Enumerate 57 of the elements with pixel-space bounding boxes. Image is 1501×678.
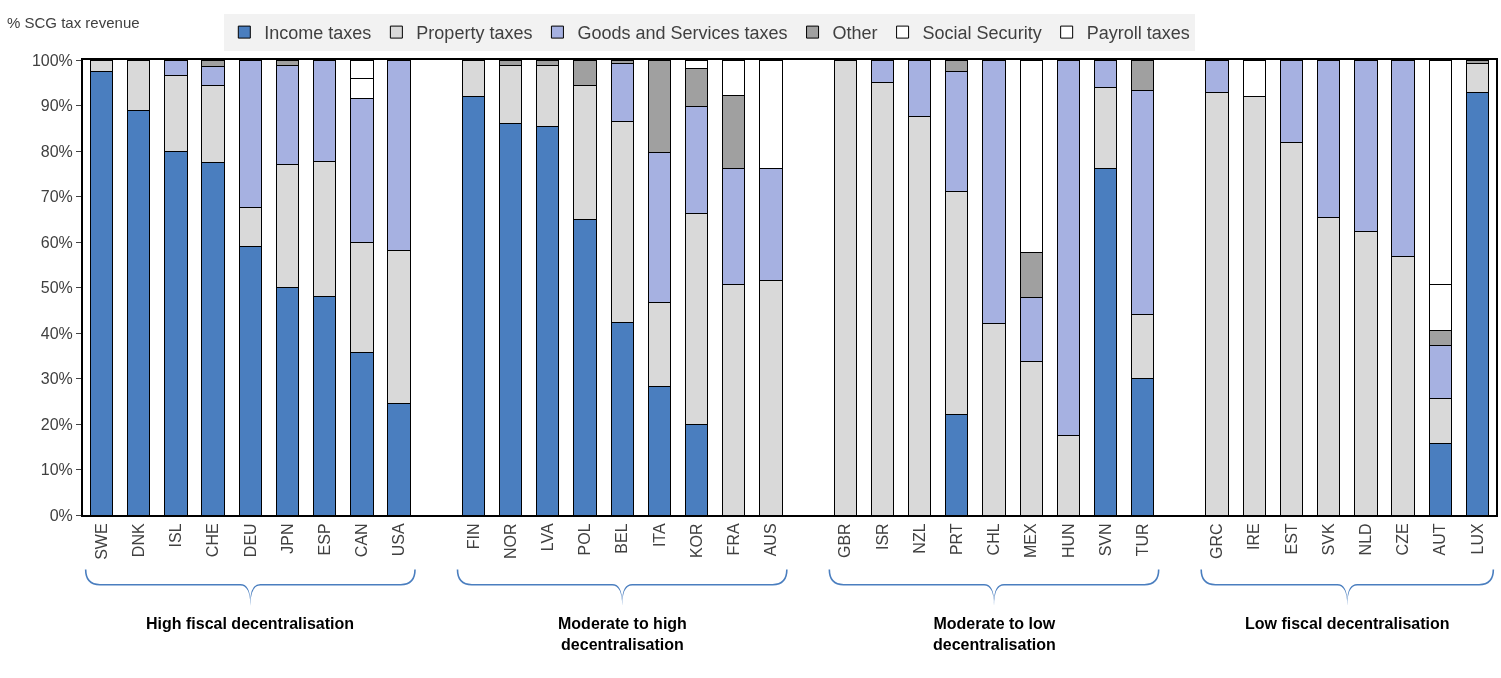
- x-tick-label: NLD: [1357, 523, 1375, 556]
- x-tick-label: AUS: [762, 523, 780, 557]
- x-tick-label: DNK: [129, 523, 147, 558]
- text: High fiscal decentralisation: [146, 615, 355, 632]
- text: Low fiscal decentralisation: [1245, 615, 1450, 632]
- x-tick-label: CAN: [353, 523, 371, 558]
- x-tick-label: KOR: [687, 523, 705, 559]
- x-tick-label: GBR: [836, 523, 854, 559]
- x-tick-label: HUN: [1059, 523, 1077, 559]
- x-tick-label: ITA: [650, 523, 668, 548]
- x-tick-label: TUR: [1133, 523, 1151, 557]
- y-tick-label: 50%: [40, 279, 73, 297]
- x-tick-label: FRA: [724, 523, 742, 556]
- x-tick-label: ISL: [167, 523, 185, 548]
- x-tick-label: LVA: [539, 523, 556, 552]
- x-tick-label: SVK: [1319, 523, 1337, 556]
- y-tick-label: 30%: [40, 370, 73, 388]
- legend-label: Payroll taxes: [1086, 23, 1190, 44]
- x-tick-label: SVN: [1096, 523, 1114, 557]
- y-tick-label: 100%: [31, 51, 73, 69]
- legend-label: Social Security: [922, 23, 1042, 44]
- x-tick-label: PRT: [948, 523, 966, 556]
- y-tick-label: 20%: [40, 415, 73, 433]
- y-tick-label: 60%: [40, 233, 73, 251]
- x-tick-label: ESP: [315, 523, 333, 556]
- y-tick-label: 70%: [40, 188, 73, 206]
- x-tick-label: USA: [390, 523, 408, 557]
- x-tick-label: CZE: [1394, 523, 1412, 556]
- legend-label: Income taxes: [264, 23, 372, 44]
- x-tick-label: DEU: [241, 523, 259, 558]
- x-tick-label: AUT: [1431, 523, 1449, 556]
- legend-label: Other: [832, 23, 878, 44]
- legend-label: Property taxes: [416, 23, 533, 44]
- x-tick-label: IRE: [1245, 523, 1263, 551]
- y-tick-label: 10%: [40, 461, 73, 479]
- x-tick-label: ISR: [873, 523, 891, 551]
- x-tick-label: MEX: [1022, 523, 1040, 559]
- x-tick-label: EST: [1282, 523, 1300, 555]
- x-tick-label: CHL: [985, 523, 1003, 556]
- x-tick-label: POL: [576, 523, 594, 556]
- x-tick-label: FIN: [464, 523, 482, 550]
- x-tick-label: SWE: [92, 523, 110, 560]
- x-tick-label: GRC: [1208, 523, 1226, 559]
- y-tick-label: 80%: [40, 142, 73, 160]
- text: Moderate to high decentralisation: [558, 615, 687, 653]
- x-tick-label: NOR: [501, 523, 519, 559]
- y-tick-label: 0%: [49, 506, 73, 524]
- y-tick-label: 90%: [40, 97, 73, 115]
- legend-label: Goods and Services taxes: [577, 23, 788, 44]
- text: Moderate to low decentralisation: [933, 615, 1056, 653]
- x-tick-label: BEL: [613, 523, 631, 554]
- x-tick-label: CHE: [204, 523, 222, 558]
- x-tick-label: LUX: [1468, 523, 1486, 555]
- x-tick-label: JPN: [278, 523, 296, 554]
- x-tick-label: NZL: [910, 523, 928, 554]
- y-axis-title: % SCG tax revenue: [7, 14, 140, 31]
- y-tick-label: 40%: [40, 324, 73, 342]
